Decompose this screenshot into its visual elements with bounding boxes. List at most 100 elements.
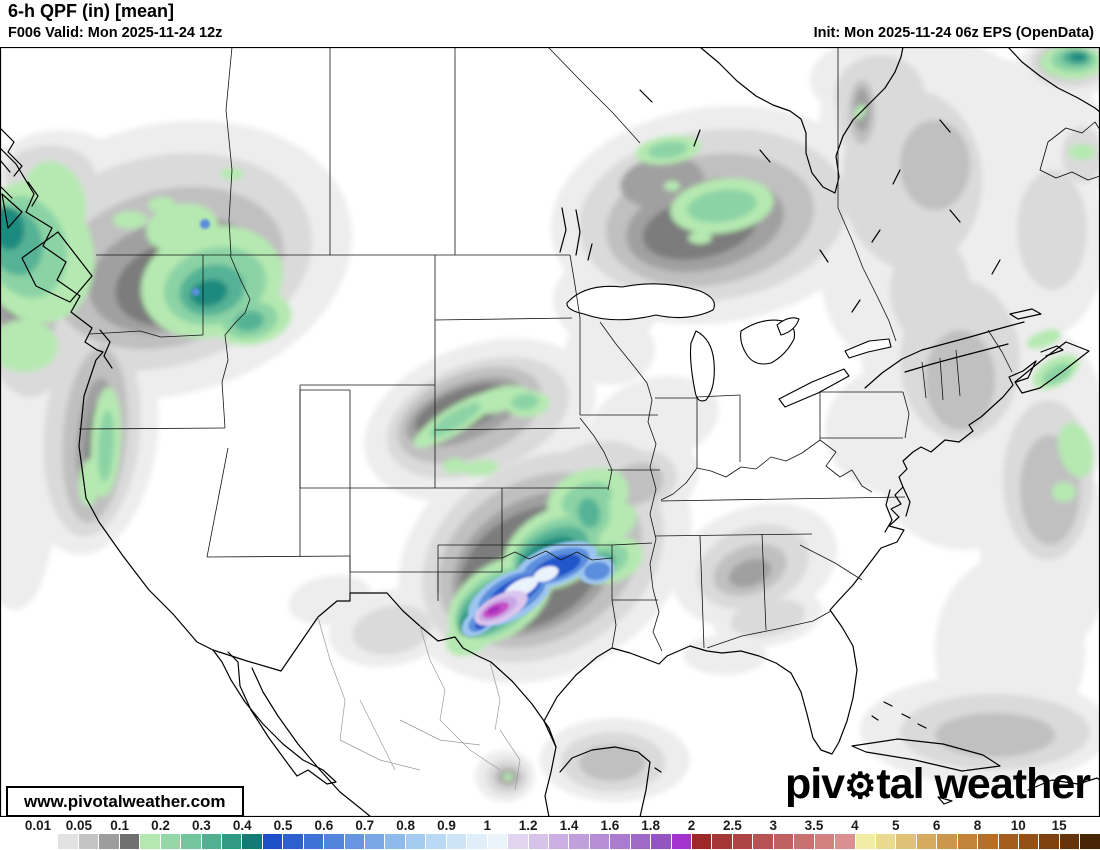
colorbar-swatch [548, 834, 570, 849]
colorbar-tick-label: 1.6 [600, 818, 620, 833]
colorbar-swatch [201, 834, 222, 849]
colorbar-swatches [38, 834, 1100, 849]
colorbar-tick-label: 0.7 [355, 818, 375, 833]
colorbar-swatch [58, 834, 79, 849]
weather-map-svg [0, 33, 1100, 818]
colorbar-tick-label: 4 [851, 818, 859, 833]
colorbar-swatch [712, 834, 733, 849]
colorbar-tick-label: 1 [483, 818, 492, 833]
colorbar-swatch [140, 834, 161, 849]
colorbar-swatch [835, 834, 856, 849]
colorbar-swatch [773, 834, 795, 849]
colorbar-tick-label: 0.01 [24, 818, 52, 833]
colorbar-swatch [896, 834, 917, 849]
colorbar-legend: 0.01 0.05 0.1 0.2 0.3 0.4 0.5 0.6 0.7 0.8 0.9 1 1.2 1… [0, 817, 1100, 850]
colorbar-tick-label: 10 [1010, 818, 1026, 833]
colorbar-swatch [99, 834, 120, 849]
colorbar-tick-label: 8 [973, 818, 982, 833]
colorbar-tick-label: 6 [932, 818, 941, 833]
logo-text-pre: piv [784, 760, 845, 808]
colorbar-tick-label: 1.2 [518, 818, 538, 833]
mexico-state-borders [317, 616, 521, 791]
colorbar-swatch [998, 834, 1019, 849]
colorbar-swatch [630, 834, 652, 849]
colorbar-swatch [610, 834, 631, 849]
gear-icon: ⚙ [844, 765, 877, 806]
map-title: 6-h QPF (in) [mean] [8, 1, 174, 21]
colorbar-swatch [692, 834, 713, 849]
colorbar-tick-label: 5 [892, 818, 900, 833]
colorbar-tick-label: 0.9 [437, 818, 456, 833]
colorbar-swatch [160, 834, 182, 849]
precipitation-heavy-cores [192, 219, 615, 637]
colorbar-tick-label: 0.05 [65, 818, 92, 833]
colorbar-swatch [221, 834, 243, 849]
logo-text-post: tal weather [876, 760, 1091, 808]
colorbar-swatch [528, 834, 549, 849]
watermark-url: www.pivotalweather.com [24, 791, 226, 811]
colorbar-tick-label: 0.8 [396, 818, 415, 833]
colorbar-tick-label: 0.4 [232, 818, 252, 833]
colorbar-swatch [753, 834, 774, 849]
colorbar-swatch [671, 834, 692, 849]
colorbar-tick-label: 3 [769, 818, 777, 833]
colorbar-swatch [508, 834, 529, 849]
header: 6-h QPF (in) [mean] F006 Valid: Mon 2025… [0, 0, 1100, 47]
colorbar-tick-labels: 0.01 0.05 0.1 0.2 0.3 0.4 0.5 0.6 0.7 0.8 0.9 1 1.2 1… [0, 818, 1100, 833]
coastlines [0, 46, 1100, 818]
colorbar-swatch [1059, 834, 1081, 849]
colorbar-swatch [794, 834, 815, 849]
colorbar-tick-label: 1.4 [559, 818, 579, 833]
colorbar-swatch [1019, 834, 1040, 849]
colorbar-swatch [467, 834, 488, 849]
colorbar-swatch [262, 834, 284, 849]
colorbar-swatch [365, 834, 386, 849]
colorbar-swatch [426, 834, 447, 849]
colorbar-swatch [589, 834, 611, 849]
colorbar-swatch [957, 834, 979, 849]
colorbar-swatch [446, 834, 468, 849]
colorbar-swatch [38, 834, 59, 849]
colorbar-tick-label: 2.5 [722, 818, 742, 833]
colorbar-tick-label: 0.3 [191, 818, 211, 833]
colorbar-swatch [119, 834, 141, 849]
colorbar-swatch [569, 834, 590, 849]
colorbar-tick-label: 0.6 [314, 818, 334, 833]
colorbar-tick-label: 0.2 [151, 818, 170, 833]
watermark-box: www.pivotalweather.com [6, 786, 244, 817]
colorbar-tick-label: 3.5 [804, 818, 824, 833]
colorbar-swatch [732, 834, 754, 849]
colorbar-swatch [1080, 834, 1100, 849]
colorbar-swatch [283, 834, 304, 849]
valid-time-label: F006 Valid: Mon 2025-11-24 12z [8, 25, 223, 41]
colorbar-swatch [405, 834, 427, 849]
colorbar-swatch [487, 834, 509, 849]
colorbar-swatch [181, 834, 202, 849]
colorbar-swatch [1039, 834, 1060, 849]
init-time-label: Init: Mon 2025-11-24 06z EPS (OpenData) [813, 25, 1094, 41]
colorbar-swatch [324, 834, 345, 849]
colorbar-swatch [875, 834, 897, 849]
map-canvas [0, 33, 1100, 818]
colorbar-swatch [937, 834, 958, 849]
colorbar-swatch [78, 834, 100, 849]
colorbar-swatch [385, 834, 406, 849]
colorbar-swatch [651, 834, 672, 849]
colorbar-swatch [242, 834, 263, 849]
colorbar-tick-label: 2 [687, 818, 696, 833]
colorbar-swatch [855, 834, 876, 849]
precipitation-shading [0, 33, 1100, 802]
colorbar-swatch [814, 834, 836, 849]
colorbar-swatch [344, 834, 365, 849]
colorbar-tick-label: 1.8 [641, 818, 661, 833]
colorbar-swatch [916, 834, 938, 849]
colorbar-swatch [303, 834, 325, 849]
pivotal-weather-logo: piv⚙tal weather [784, 760, 1091, 808]
colorbar-tick-label: 0.5 [273, 818, 293, 833]
colorbar-tick-label: 15 [1051, 818, 1067, 833]
colorbar-tick-label: 0.1 [110, 818, 130, 833]
colorbar-swatch [978, 834, 999, 849]
great-lakes [566, 283, 892, 408]
state-borders [78, 46, 1013, 652]
